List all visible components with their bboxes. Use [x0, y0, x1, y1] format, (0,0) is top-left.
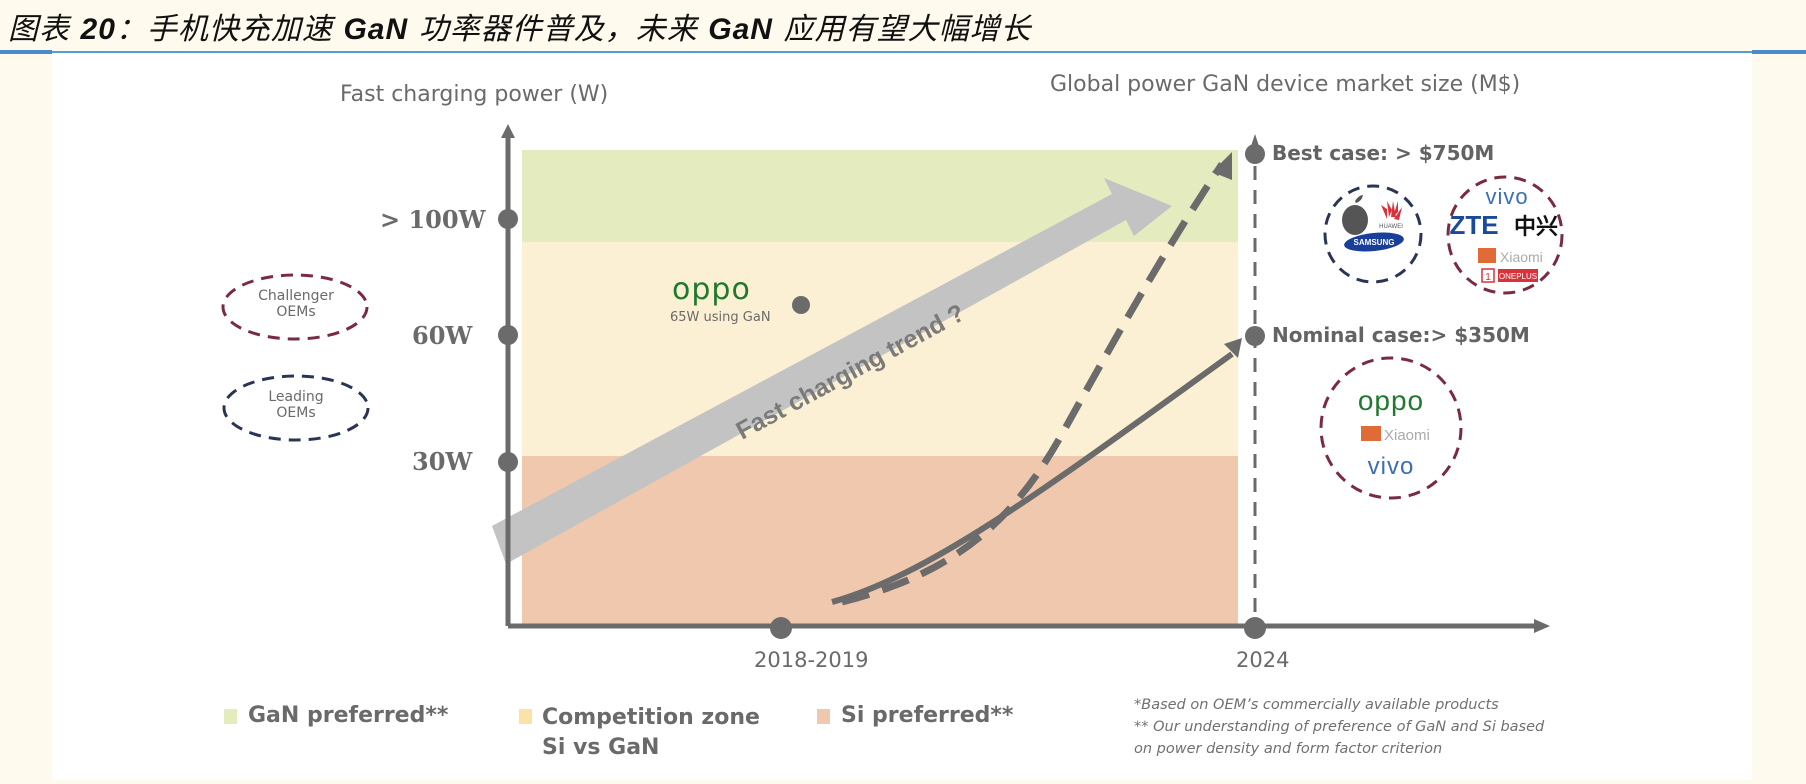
header-rule-accent-left [0, 50, 52, 54]
legend-competition-line2: Si vs GaN [542, 735, 660, 760]
nominal-case-dot [1245, 326, 1265, 346]
xiaomi-wordmark-best: Xiaomi [1500, 249, 1543, 265]
fast-charging-trend-arrow [492, 178, 1172, 564]
challenger-oems-ellipse [221, 273, 369, 341]
tick-60w-dot [498, 325, 518, 345]
figure-title: 图表 20：手机快充加速 GaN 功率器件普及，未来 GaN 应用有望大幅增长 [8, 4, 1031, 48]
zte-logo: ZTE [1449, 210, 1498, 240]
leading-label-line1: Leading [268, 389, 324, 405]
oppo-logo-nominal: oppo [1358, 385, 1424, 416]
y-axis-title: Fast charging power (W) [340, 82, 609, 107]
challenger-oems-label: Challenger OEMs [248, 288, 344, 320]
vivo-logo-best: vivo [1485, 184, 1528, 209]
best-curve-arrowhead [1212, 152, 1232, 180]
legend-si-label: Si preferred** [841, 703, 1014, 728]
huawei-logo-icon: HUAWEI [1379, 201, 1403, 230]
legend-gan-swatch [224, 709, 237, 724]
best-case-label: Best case: > $750M [1272, 141, 1495, 165]
market-axis-arrowhead [1251, 134, 1259, 146]
diagram-canvas: Fast charging trend ? [221, 124, 1564, 724]
legend-competition-label: Competition zone Si vs GaN [542, 703, 760, 763]
challenger-label-line1: Challenger [258, 288, 334, 304]
legend-competition-line1: Competition zone [542, 705, 760, 730]
zte-chinese-name: 中兴 [1514, 214, 1558, 239]
footnote-2: ** Our understanding of preference of Ga… [1134, 719, 1545, 735]
oppo-logo-point: oppo [672, 272, 751, 307]
leading-oems-label: Leading OEMs [248, 389, 344, 421]
nominal-case-label: Nominal case:> $350M [1272, 323, 1530, 347]
x-tick-label-2018-2019: 2018-2019 [754, 648, 869, 672]
tick-2018-dot [770, 617, 792, 639]
oppo-65w-caption: 65W using GaN [670, 310, 771, 325]
title-part3: 应用有望大幅增长 [772, 12, 1032, 47]
huawei-wordmark: HUAWEI [1379, 224, 1403, 230]
samsung-wordmark: SAMSUNG [1354, 238, 1395, 247]
leading-label-line2: OEMs [276, 405, 316, 421]
tick-label-60w: 60W [412, 321, 473, 350]
mi-logo-best-icon [1478, 248, 1496, 263]
x-tick-label-2024: 2024 [1236, 648, 1290, 672]
figure-panel: Fast charging trend ? [52, 54, 1752, 780]
oneplus-box-digit: 1 [1485, 272, 1491, 283]
best-leading-oems-circle [1323, 184, 1423, 284]
leading-oems-ellipse [222, 374, 370, 442]
tick-label-100w: > 100W [380, 205, 486, 234]
oneplus-box-icon [1481, 268, 1495, 283]
title-part2: 功率器件普及，未来 [408, 12, 709, 47]
tick-label-30w: 30W [412, 447, 473, 476]
apple-logo-icon [1342, 195, 1368, 235]
oppo-65w-dot [792, 296, 810, 314]
market-size-axis-title: Global power GaN device market size (M$) [1050, 72, 1521, 97]
title-number: 20 [80, 13, 116, 46]
tick-2024-dot [1244, 617, 1266, 639]
footnote-1: *Based on OEM’s commercially available p… [1134, 697, 1499, 713]
y-axis-arrowhead [501, 124, 515, 138]
header-rule-accent-right [1752, 50, 1806, 54]
best-challenger-oems-circle [1446, 175, 1564, 295]
legend-si-swatch [817, 709, 830, 724]
title-prefix: 图表 [8, 12, 81, 47]
vivo-logo-nominal: vivo [1368, 453, 1415, 480]
title-gan2: GaN [708, 13, 773, 46]
footnote-3: on power density and form factor criteri… [1134, 741, 1443, 757]
header-rule [0, 51, 1806, 53]
nominal-curve-arrowhead [1224, 338, 1242, 358]
legend-gan-label: GaN preferred** [248, 703, 449, 728]
oneplus-wordmark: ONEPLUS [1499, 272, 1537, 281]
title-part1: ：手机快充加速 [115, 12, 344, 47]
samsung-logo-icon: SAMSUNG [1344, 232, 1404, 252]
best-case-curve [841, 162, 1225, 606]
challenger-label-line2: OEMs [276, 304, 316, 320]
nominal-challenger-oems-circle [1319, 356, 1463, 500]
tick-100w-dot [498, 209, 518, 229]
tick-30w-dot [498, 452, 518, 472]
mi-logo-nominal-icon [1361, 426, 1381, 441]
footnotes: *Based on OEM’s commercially available p… [1134, 694, 1544, 760]
x-axis-arrowhead [1534, 619, 1550, 633]
best-case-dot [1245, 144, 1265, 164]
legend-competition-swatch [519, 709, 532, 724]
oneplus-badge [1498, 269, 1538, 282]
xiaomi-wordmark-nominal: Xiaomi [1384, 427, 1430, 444]
title-gan1: GaN [343, 13, 409, 46]
